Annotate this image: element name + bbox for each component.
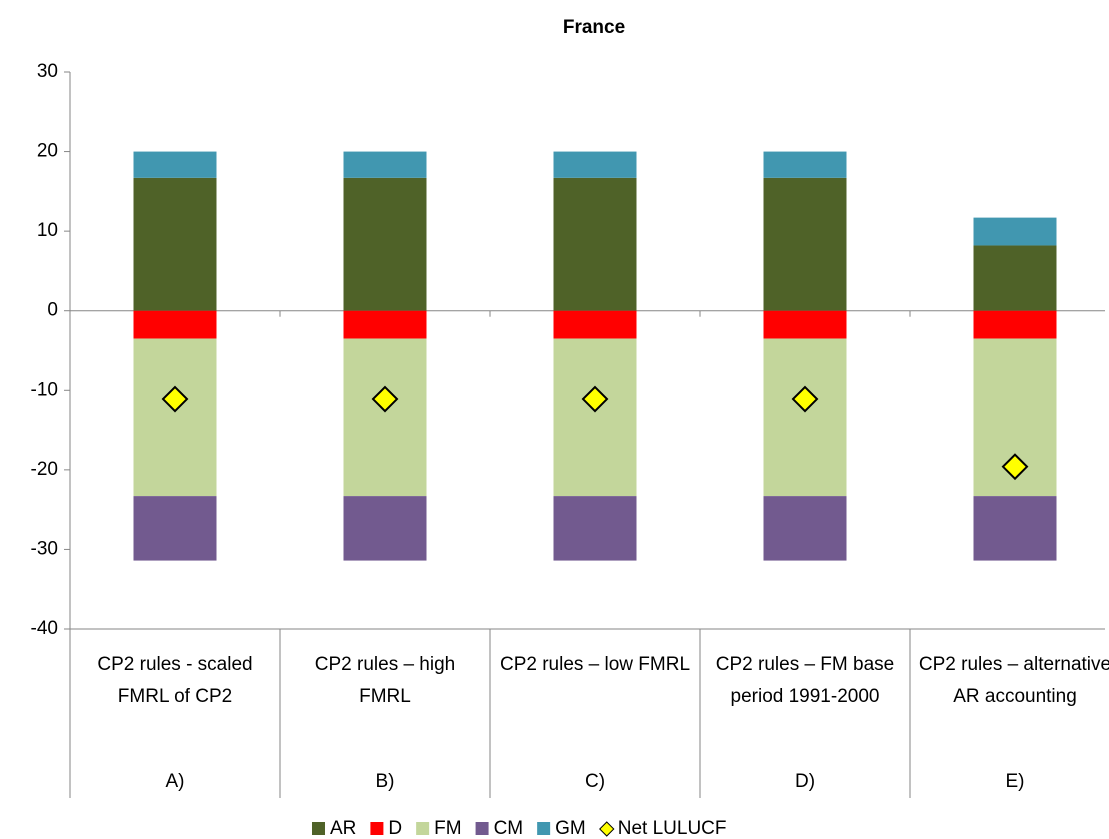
legend-swatch (312, 822, 325, 835)
bar-segment (133, 496, 217, 561)
x-tick-label: A) (166, 771, 185, 792)
bar-segment (343, 177, 427, 311)
bar-segment (973, 496, 1057, 561)
x-tick-label: D) (795, 771, 815, 792)
bar-segment (553, 177, 637, 311)
x-tick-label: E) (1006, 771, 1025, 792)
net-marker (161, 385, 189, 413)
bar-segment (343, 310, 427, 339)
bar-segment (553, 151, 637, 178)
category-description: CP2 rules - scaled FMRL of CP2 (97, 654, 253, 707)
legend-label: Net LULUCF (618, 818, 727, 839)
bar-segment (133, 338, 217, 497)
bar-segment (973, 217, 1057, 246)
legend-swatch (537, 822, 551, 835)
bar-segment (763, 151, 847, 178)
bar-segment (763, 338, 847, 497)
net-marker (1001, 453, 1029, 481)
y-tick-label: -10 (31, 379, 58, 400)
category-description: CP2 rules – high FMRL (314, 654, 456, 707)
bar-segment (343, 338, 427, 497)
bar-segment (343, 151, 427, 178)
legend-label: FM (434, 818, 461, 839)
category-description: CP2 rules – low FMRL (499, 654, 691, 675)
bar-segment (763, 310, 847, 339)
bar-segment (553, 338, 637, 497)
y-tick-label: -40 (31, 618, 58, 639)
y-tick-label: 30 (37, 61, 58, 82)
legend-label: D (388, 818, 402, 839)
x-tick-label: C) (585, 771, 605, 792)
bar-segment (553, 496, 637, 561)
net-marker (371, 385, 399, 413)
net-marker (791, 385, 819, 413)
legend-label: GM (555, 818, 586, 839)
bar-segment (343, 496, 427, 561)
bar-segment (973, 245, 1057, 311)
bar-segment (763, 496, 847, 561)
legend-label: CM (494, 818, 524, 839)
y-tick-label: -30 (31, 538, 58, 559)
y-tick-label: -20 (31, 459, 58, 480)
bar-segment (973, 310, 1057, 339)
legend-label: AR (330, 818, 356, 839)
bar-segment (133, 177, 217, 311)
y-tick-label: 20 (37, 141, 58, 162)
x-tick-label: B) (376, 771, 395, 792)
legend-marker (599, 821, 615, 837)
legend-swatch (370, 822, 384, 835)
legend-swatch (475, 822, 489, 835)
bar-segment (133, 310, 217, 339)
y-tick-label: 10 (37, 220, 58, 241)
category-description: CP2 rules – alternative AR accounting (918, 654, 1109, 707)
bar-segment (553, 310, 637, 339)
category-description: CP2 rules – FM base period 1991-2000 (715, 654, 895, 707)
chart-title: France (563, 17, 625, 38)
net-marker (581, 385, 609, 413)
bar-segment (133, 151, 217, 178)
y-tick-label: 0 (47, 300, 58, 321)
legend-swatch (416, 822, 430, 835)
bar-segment (763, 177, 847, 311)
